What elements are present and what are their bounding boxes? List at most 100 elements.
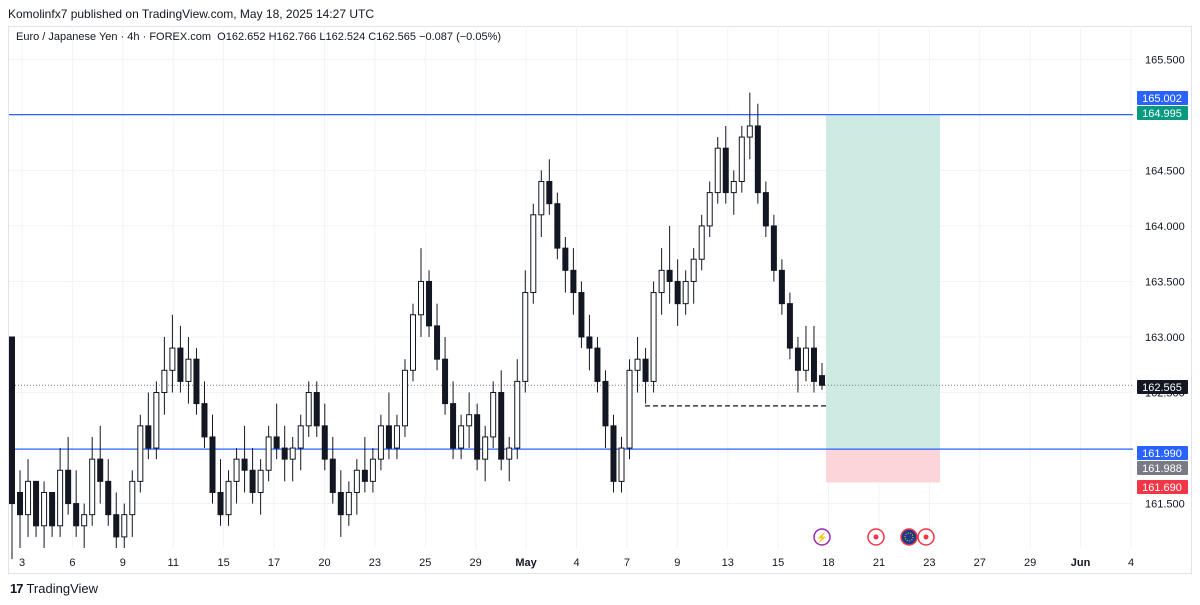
candle-body	[297, 425, 304, 449]
x-tick-label: 17	[268, 557, 280, 569]
lightning-glyph: ⚡	[816, 531, 828, 544]
candle-body	[313, 392, 320, 427]
candle-body	[602, 380, 609, 427]
price-tag	[1137, 480, 1188, 494]
price-tag	[1137, 91, 1188, 105]
candle-body	[385, 425, 392, 449]
candle-body	[265, 436, 272, 471]
loss-zone[interactable]	[826, 449, 940, 483]
symbol-label[interactable]: Euro / Japanese Yen · 4h · FOREX.com	[16, 31, 212, 43]
candle-body	[89, 458, 96, 516]
eu-flag-icon[interactable]	[900, 528, 918, 546]
candle-body	[594, 347, 601, 382]
close-label: C	[368, 31, 377, 43]
candle-body	[570, 269, 577, 294]
open-label: O	[217, 31, 226, 43]
candle-body	[522, 292, 529, 382]
candle-body	[434, 325, 441, 360]
price-tag	[1137, 106, 1188, 120]
eu-stars	[904, 532, 914, 542]
candle-body	[418, 280, 425, 316]
candle-body	[578, 292, 585, 338]
candle-body	[562, 247, 569, 271]
low-label: L	[319, 31, 326, 43]
candle-body	[17, 491, 24, 516]
candle-body	[650, 292, 657, 382]
candle-body	[129, 480, 136, 516]
y-tick-label: 161.500	[1145, 499, 1185, 511]
candle-body	[819, 375, 825, 386]
candle-body	[401, 369, 408, 427]
candle-body	[289, 447, 296, 460]
candle-body	[794, 347, 801, 371]
low-value: 162.524	[325, 31, 366, 43]
close-value: 162.565	[376, 31, 417, 43]
candle-body	[201, 403, 208, 438]
footer: 17 TradingView	[10, 581, 98, 596]
x-tick-label: 13	[722, 557, 734, 569]
candle-body	[361, 469, 368, 482]
candle-body	[73, 503, 80, 527]
candle-body	[706, 192, 713, 227]
chart-frame[interactable]	[8, 26, 1192, 574]
candle-body	[409, 314, 416, 371]
candle-body	[9, 336, 15, 505]
brand-name[interactable]: TradingView	[26, 581, 99, 596]
candle-body	[193, 358, 200, 405]
event-red-dot-center	[923, 534, 929, 540]
price-tag	[1137, 461, 1188, 475]
candle-body	[337, 491, 344, 516]
x-tick-label: 7	[624, 557, 630, 569]
candle-body	[377, 425, 384, 460]
candle-body	[209, 436, 216, 493]
candle-body	[442, 358, 449, 405]
candle-body	[65, 469, 72, 505]
price-tag	[1137, 380, 1188, 394]
candle-body	[81, 514, 88, 527]
candle-body	[506, 447, 513, 460]
candle-body	[185, 358, 192, 382]
tradingview-logo-icon[interactable]: 17	[10, 581, 24, 596]
x-tick-label: 4	[573, 557, 579, 569]
candle-body	[634, 358, 641, 371]
candle-body	[281, 447, 288, 460]
x-tick-label: 4	[1128, 557, 1134, 569]
candle-body	[137, 425, 144, 482]
candle-body	[41, 491, 48, 527]
candle-body	[97, 458, 104, 482]
candle-body	[105, 480, 112, 516]
lightning-icon[interactable]	[813, 528, 831, 546]
profit-zone[interactable]	[826, 115, 940, 450]
change-value: −0.087 (−0.05%)	[419, 31, 502, 43]
candle-body	[610, 425, 617, 482]
candle-body	[217, 491, 224, 516]
candle-body	[690, 258, 697, 282]
candle-body	[778, 269, 785, 305]
x-tick-label: 29	[470, 557, 482, 569]
x-tick-label: 23	[923, 557, 935, 569]
candle-body	[426, 280, 433, 327]
candle-body	[626, 369, 633, 449]
x-tick-label: 21	[873, 557, 885, 569]
candle-body	[369, 458, 376, 482]
event-red-dot-center	[873, 534, 879, 540]
x-tick-label: May	[515, 557, 537, 569]
candle-body	[682, 280, 689, 305]
candle-body	[321, 425, 328, 460]
candle-body	[33, 480, 40, 527]
open-value: 162.652	[225, 31, 266, 43]
candle-body	[810, 347, 817, 382]
candle-body	[177, 347, 184, 382]
y-tick-label: 163.500	[1145, 276, 1185, 288]
candle-body	[714, 147, 721, 194]
y-tick-label: 164.500	[1145, 165, 1185, 177]
price-tag	[1137, 446, 1188, 460]
candle-body	[786, 303, 793, 349]
candle-body	[802, 347, 809, 371]
candle-body	[482, 436, 489, 460]
candle-body	[121, 514, 128, 538]
x-tick-label: 25	[419, 557, 431, 569]
price-tag-label: 162.565	[1142, 382, 1182, 394]
ohlc-legend: Euro / Japanese Yen · 4h · FOREX.com O 16…	[16, 31, 501, 43]
